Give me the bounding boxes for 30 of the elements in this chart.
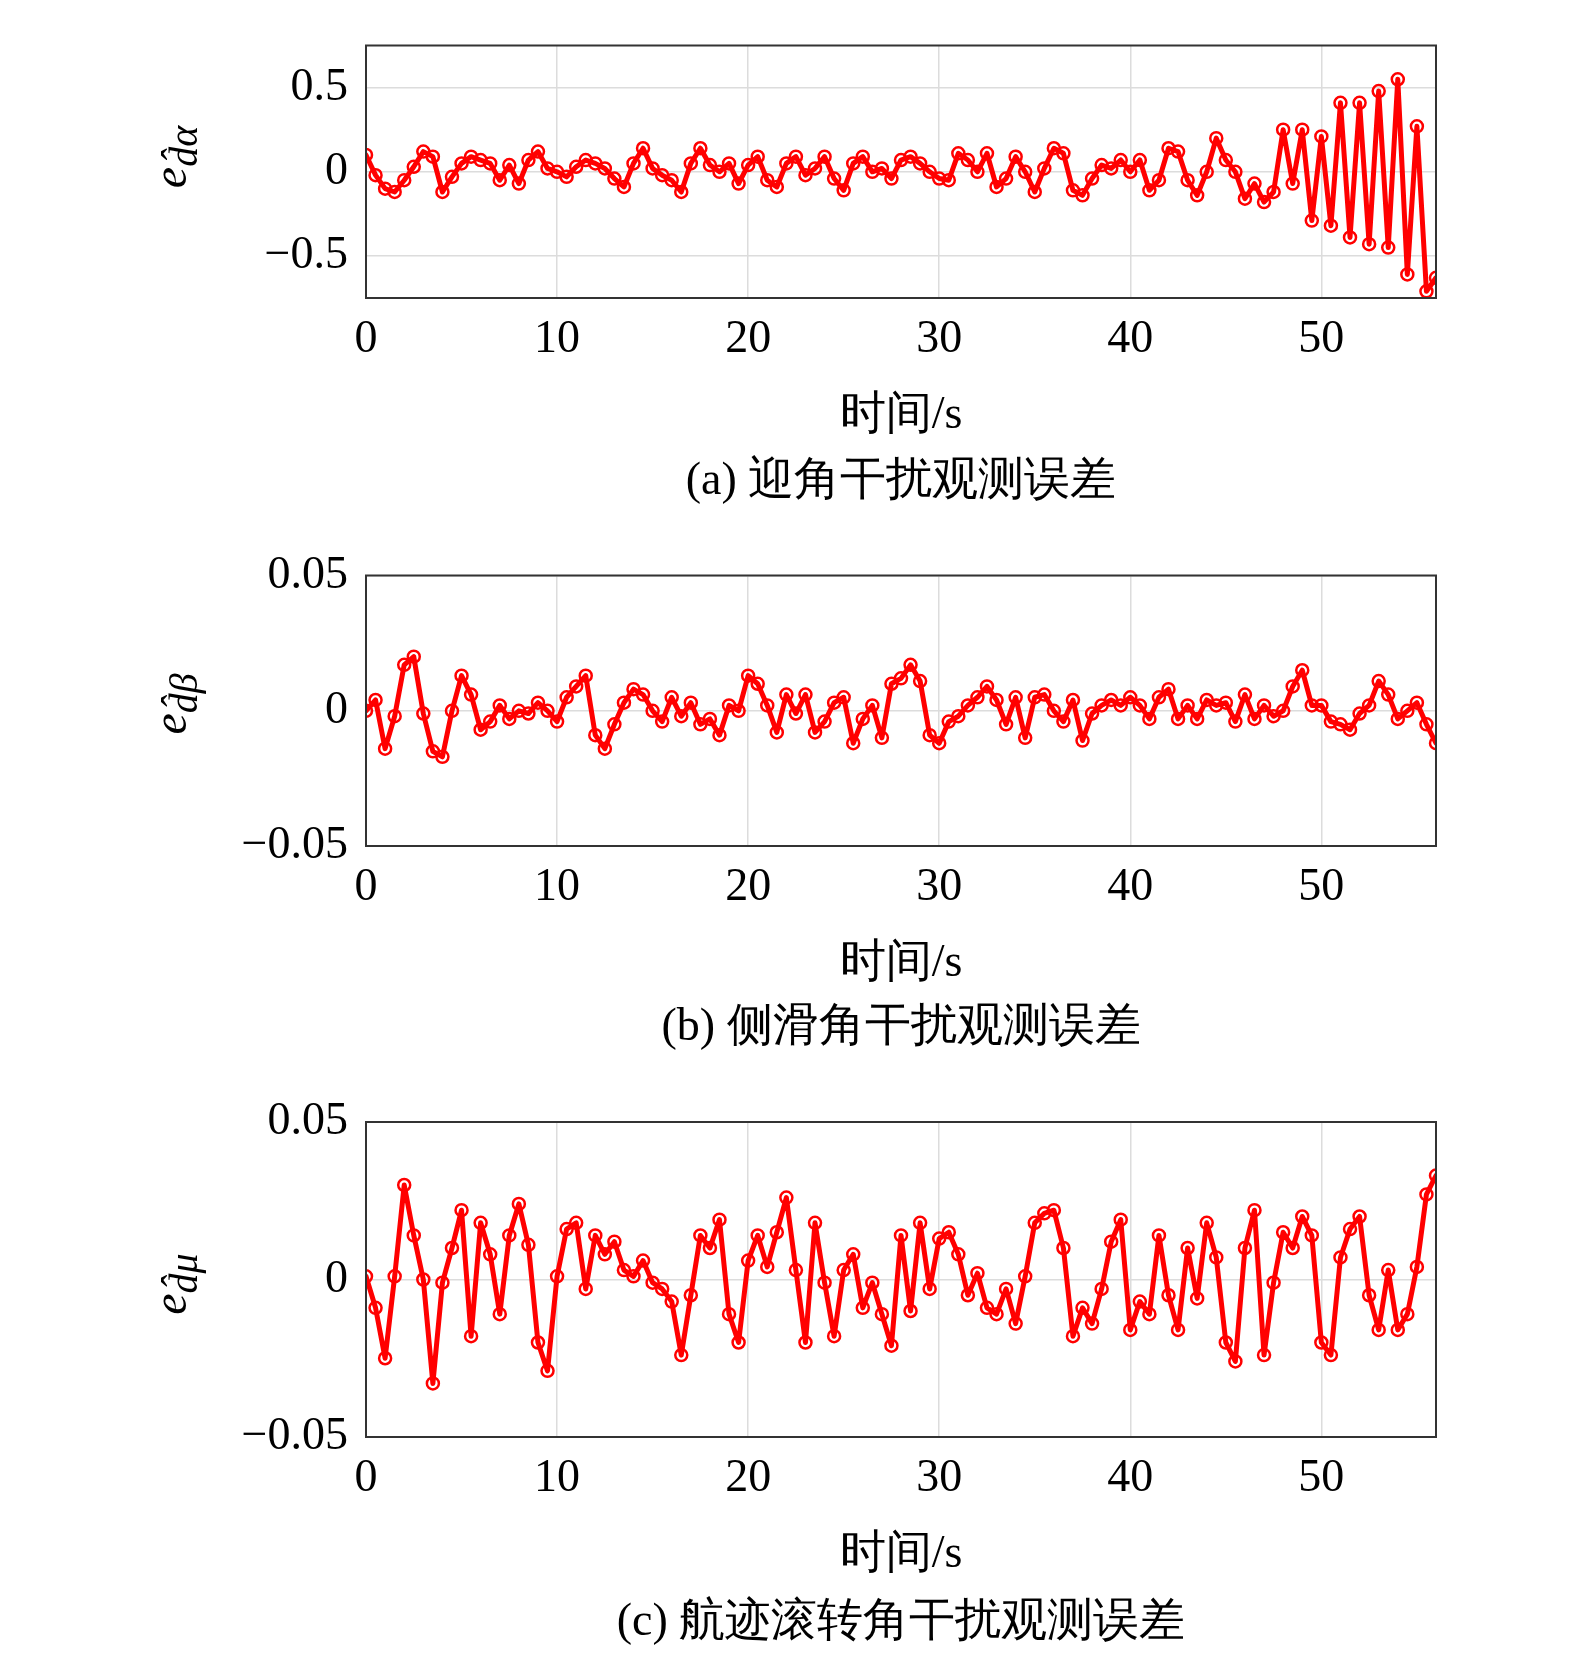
- text: (a) 迎角干扰观测误差: [685, 453, 1117, 505]
- x-tick-label: 30: [916, 1449, 963, 1501]
- y-tick-label: −0.05: [241, 1408, 348, 1460]
- x-tick-label: 50: [1298, 858, 1345, 910]
- y-tick-label: −0.5: [264, 227, 348, 279]
- x-axis-title: 时间/s: [839, 1526, 963, 1578]
- x-tick-label: 10: [534, 858, 581, 910]
- y-tick-label: 0.05: [267, 546, 348, 598]
- y-tick-label: 0.05: [267, 1093, 348, 1145]
- y-tick-label: 0: [325, 1250, 348, 1302]
- x-tick-label: 20: [725, 1449, 772, 1501]
- x-tick-label: 40: [1107, 858, 1154, 910]
- x-tick-label: 10: [534, 310, 581, 362]
- y-tick-label: 0.5: [290, 58, 348, 110]
- y-tick-label: 0: [325, 142, 348, 194]
- x-axis-title: 时间/s: [839, 935, 963, 987]
- text: (c) 航迹滚转角干扰观测误差: [616, 1594, 1186, 1646]
- x-tick-label: 30: [916, 310, 963, 362]
- x-tick-label: 20: [725, 310, 772, 362]
- x-tick-label: 20: [725, 858, 772, 910]
- x-tick-label: 40: [1107, 310, 1154, 362]
- y-tick-label: 0: [325, 681, 348, 733]
- x-tick-label: 40: [1107, 1449, 1154, 1501]
- x-axis-title: 时间/s: [839, 387, 963, 439]
- text: (b) 侧滑角干扰观测误差: [661, 999, 1141, 1051]
- x-tick-label: 50: [1298, 1449, 1345, 1501]
- x-tick-label: 30: [916, 858, 963, 910]
- y-tick-label: −0.05: [241, 817, 348, 869]
- x-tick-label: 50: [1298, 310, 1345, 362]
- x-tick-label: 10: [534, 1449, 581, 1501]
